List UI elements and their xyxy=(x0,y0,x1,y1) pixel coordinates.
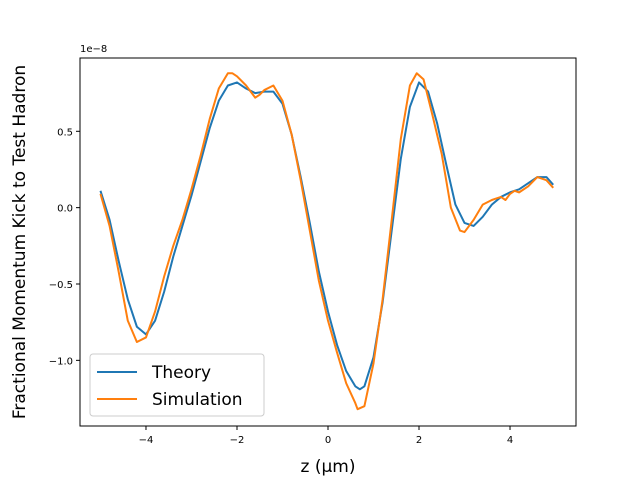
legend-label-simulation: Simulation xyxy=(152,390,243,410)
series-layer xyxy=(99,72,554,411)
y-offset-text: 1e−8 xyxy=(80,44,107,55)
x-tick-label: −4 xyxy=(139,435,154,446)
x-tick-label: 4 xyxy=(507,435,513,446)
x-tick-label: −2 xyxy=(230,435,245,446)
x-axis-label: z (μm) xyxy=(301,457,356,477)
y-tick-label: −0.5 xyxy=(49,280,73,291)
x-tick-label: 0 xyxy=(325,435,331,446)
y-axis-label: Fractional Momentum Kick to Test Hadron xyxy=(10,65,30,419)
legend-label-theory: Theory xyxy=(151,363,211,383)
x-tick-label: 2 xyxy=(416,435,422,446)
series-line-theory xyxy=(99,81,554,391)
y-tick-label: −1.0 xyxy=(49,356,73,367)
y-axis: −1.0 −0.5 0.0 0.5 xyxy=(49,127,80,367)
x-axis: −4 −2 0 2 4 xyxy=(139,426,513,446)
legend-box xyxy=(89,353,265,417)
y-tick-label: 0.5 xyxy=(57,127,73,138)
legend: Theory Simulation xyxy=(89,353,265,417)
y-tick-label: 0.0 xyxy=(57,204,73,215)
series-line-simulation xyxy=(99,72,554,411)
